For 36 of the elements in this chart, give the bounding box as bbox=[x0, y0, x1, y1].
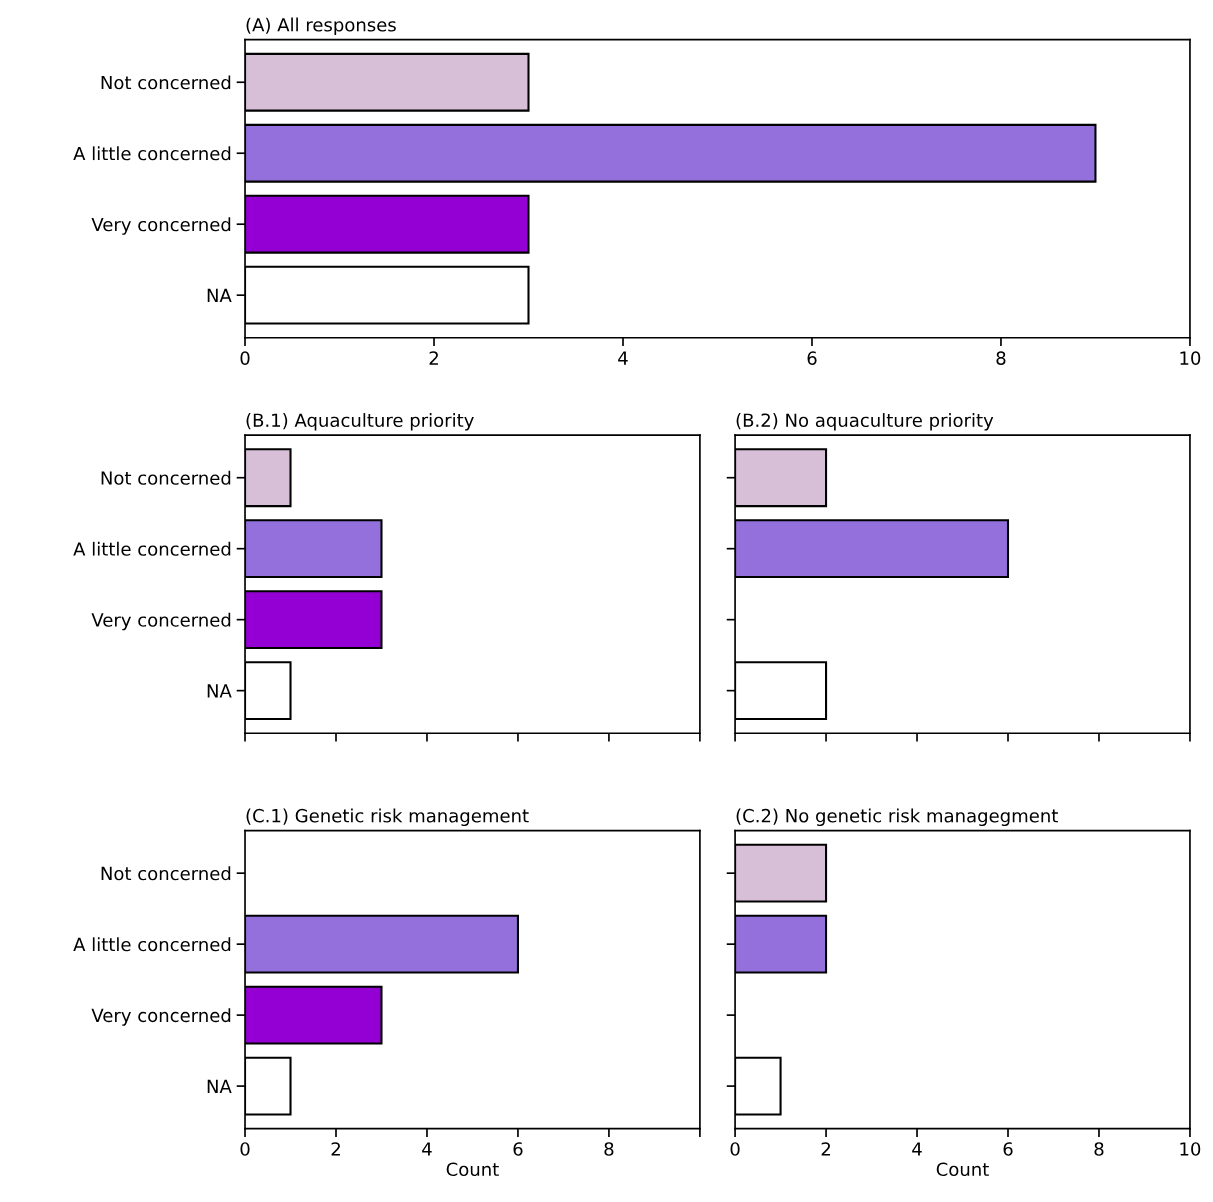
x-tick-label: 4 bbox=[422, 1142, 432, 1156]
x-tick-label: 2 bbox=[821, 1142, 830, 1156]
chart-title: (B.1) Aquaculture priority bbox=[246, 413, 474, 431]
chart-title: (C.2) No genetic risk managegment bbox=[736, 808, 1058, 826]
y-tick-label: A little concerned bbox=[73, 937, 231, 952]
x-tick-label: 6 bbox=[1003, 1142, 1013, 1156]
x-tick-label: 2 bbox=[429, 351, 438, 365]
chart-title: (A) All responses bbox=[246, 17, 396, 36]
x-tick-label: 10 bbox=[1180, 1142, 1201, 1156]
x-tick-label: 6 bbox=[513, 1142, 523, 1156]
y-tick-label: A little concerned bbox=[73, 541, 231, 556]
x-axis-title: Count bbox=[446, 1162, 499, 1177]
x-tick-label: 8 bbox=[1094, 1142, 1104, 1156]
x-tick-label: 0 bbox=[240, 351, 250, 365]
y-tick-label: NA bbox=[207, 288, 232, 303]
x-tick-label: 0 bbox=[730, 1142, 740, 1156]
y-tick-label: NA bbox=[207, 1079, 232, 1093]
x-tick-label: 8 bbox=[604, 1142, 614, 1156]
x-tick-label: 0 bbox=[240, 1142, 250, 1156]
chart-title: (C.1) Genetic risk management bbox=[246, 808, 529, 826]
y-tick-label: NA bbox=[207, 684, 232, 698]
x-tick-label: 10 bbox=[1180, 351, 1201, 365]
x-tick-label: 8 bbox=[996, 351, 1006, 365]
y-tick-label: Not concerned bbox=[101, 866, 231, 881]
y-tick-label: Very concerned bbox=[91, 217, 231, 235]
y-tick-label: Very concerned bbox=[91, 612, 231, 631]
y-tick-label: Very concerned bbox=[91, 1008, 231, 1026]
x-tick-label: 4 bbox=[618, 351, 628, 365]
y-tick-label: Not concerned bbox=[101, 75, 231, 90]
x-tick-label: 2 bbox=[331, 1142, 340, 1156]
x-tick-label: 4 bbox=[912, 1142, 922, 1156]
x-tick-label: 6 bbox=[807, 351, 817, 365]
chart-title: (B.2) No aquaculture priority bbox=[736, 413, 994, 431]
y-tick-label: Not concerned bbox=[101, 470, 231, 485]
y-tick-label: A little concerned bbox=[73, 146, 231, 161]
x-axis-title: Count bbox=[936, 1162, 989, 1177]
